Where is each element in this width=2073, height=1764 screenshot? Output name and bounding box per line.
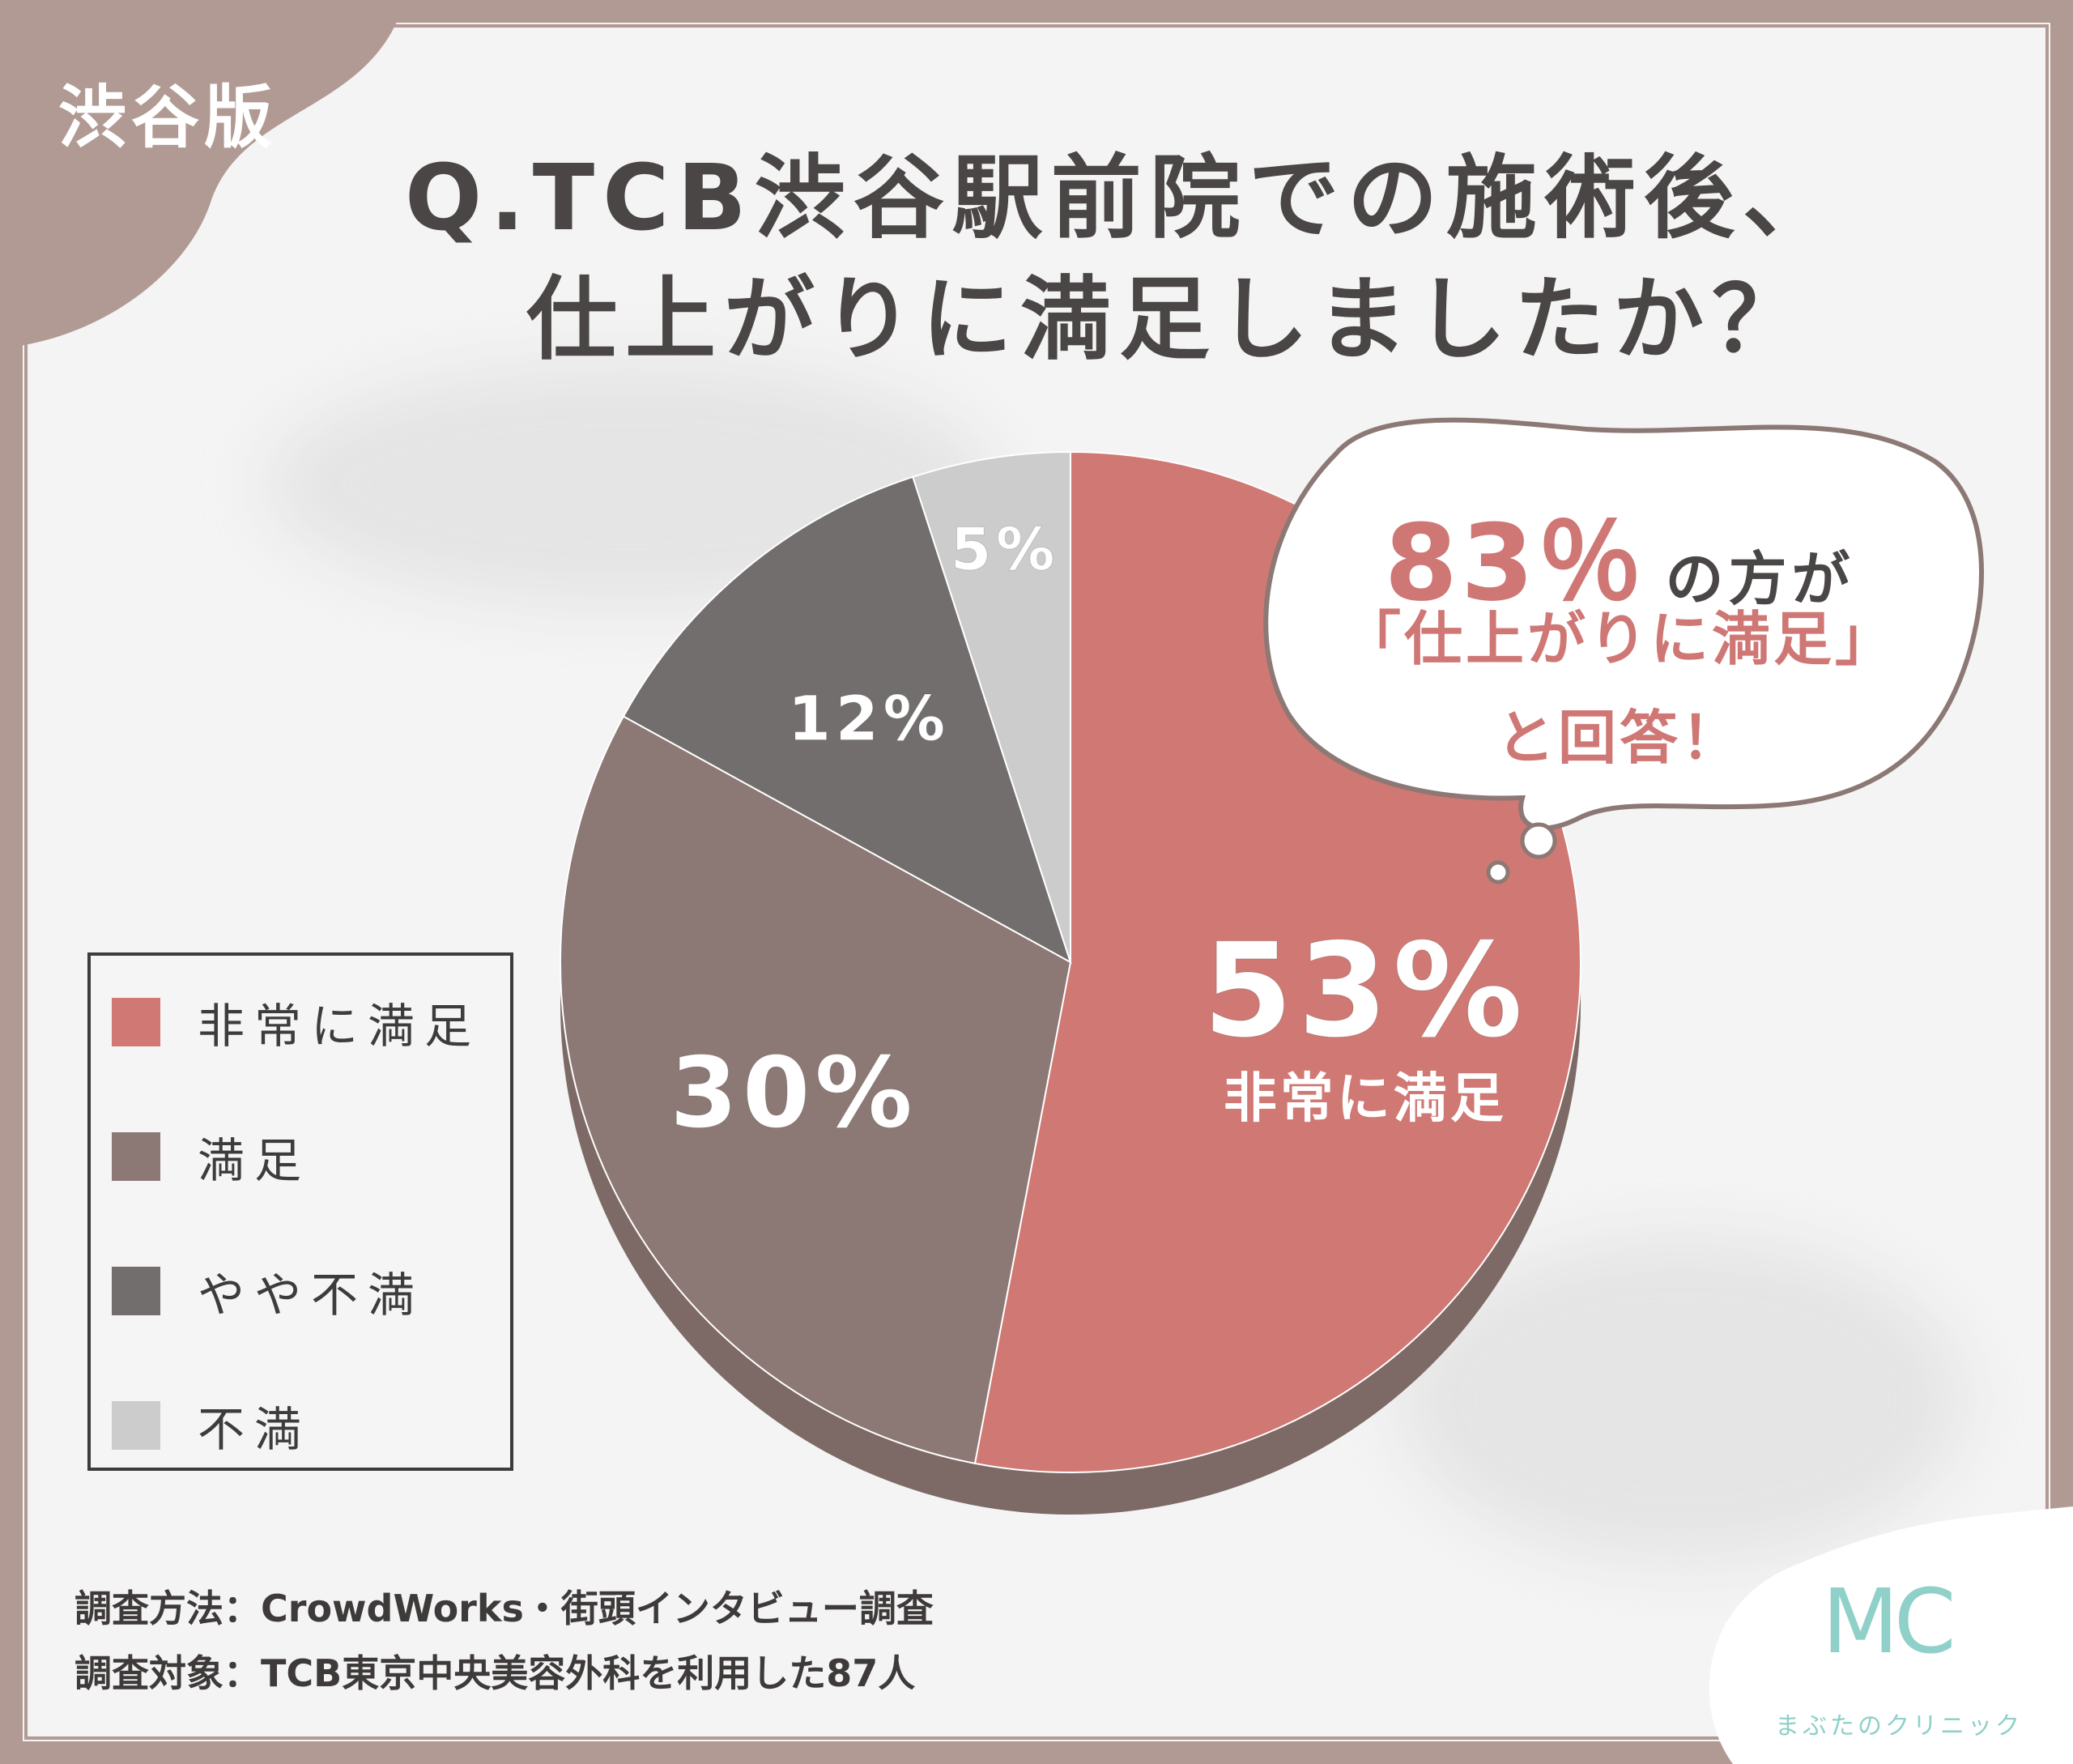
page-title: Q.TCB渋谷駅前院での施術後、 仕上がりに満足しましたか？ (405, 138, 1943, 381)
legend-swatch (112, 1267, 160, 1315)
background-shadow (1399, 1238, 1966, 1562)
legend-swatch (112, 998, 160, 1046)
legend-swatch (112, 1401, 160, 1450)
slice-somewhat-dissatisfied (622, 475, 1072, 965)
slice-value-label: 53% (1203, 914, 1527, 1066)
legend-label: やや不満 (198, 1268, 425, 1323)
callout-suffix: の方が (1665, 545, 1855, 613)
legend-label: 不満 (198, 1402, 312, 1457)
legend-swatch (112, 1132, 160, 1181)
callout-line-2: 「仕上がりに満足」 (1342, 605, 1896, 673)
logo-name: まぶたのクリニック (1775, 1712, 2023, 1741)
logo-badge: MC (1709, 1506, 2073, 1764)
speech-bubble-shape (1263, 417, 1984, 831)
survey-method: 調査方法：CrowdWorks・街頭インタビュー調査 (74, 1587, 934, 1630)
legend-label: 満足 (198, 1133, 312, 1188)
pie-labels: 53%非常に満足 30% 12% 5% (670, 514, 1527, 1150)
slice-value-label: 5% (951, 515, 1059, 583)
slice-value-label: 12% (788, 683, 950, 755)
survey-target: 調査対象：TCB東京中央美容外科を利用した87人 (74, 1651, 916, 1695)
badge-label: 渋谷版 (58, 78, 278, 157)
speech-bubble (1263, 417, 1984, 884)
bubble-dot-large (1520, 822, 1557, 859)
legend-item: やや不満 (112, 1259, 424, 1323)
corner-badge-shape (0, 0, 405, 348)
legend-item: 非常に満足 (112, 990, 481, 1055)
slice-sublabel: 非常に満足 (1224, 1067, 1507, 1129)
legend-label: 非常に満足 (198, 999, 482, 1054)
bubble-dot-small (1486, 860, 1510, 884)
slice-dissatisfied (912, 450, 1071, 963)
chart-legend: 非常に満足 満足 やや不満 不満 (87, 952, 513, 1471)
legend-item: 不満 (112, 1393, 311, 1458)
slice-satisfied (560, 715, 1072, 1465)
title-line-1: Q.TCB渋谷駅前院での施術後、 (405, 146, 1841, 251)
slice-value-label: 30% (670, 1038, 917, 1150)
callout-percent-line: 83％ の方が (1271, 478, 1968, 630)
legend-item: 満足 (112, 1124, 311, 1189)
callout-line-3: と回答！ (1496, 704, 1743, 772)
callout-percent: 83％ (1384, 501, 1646, 624)
logo-mark: MC (1822, 1570, 1952, 1673)
title-line-2: 仕上がりに満足しましたか？ (526, 267, 1811, 373)
